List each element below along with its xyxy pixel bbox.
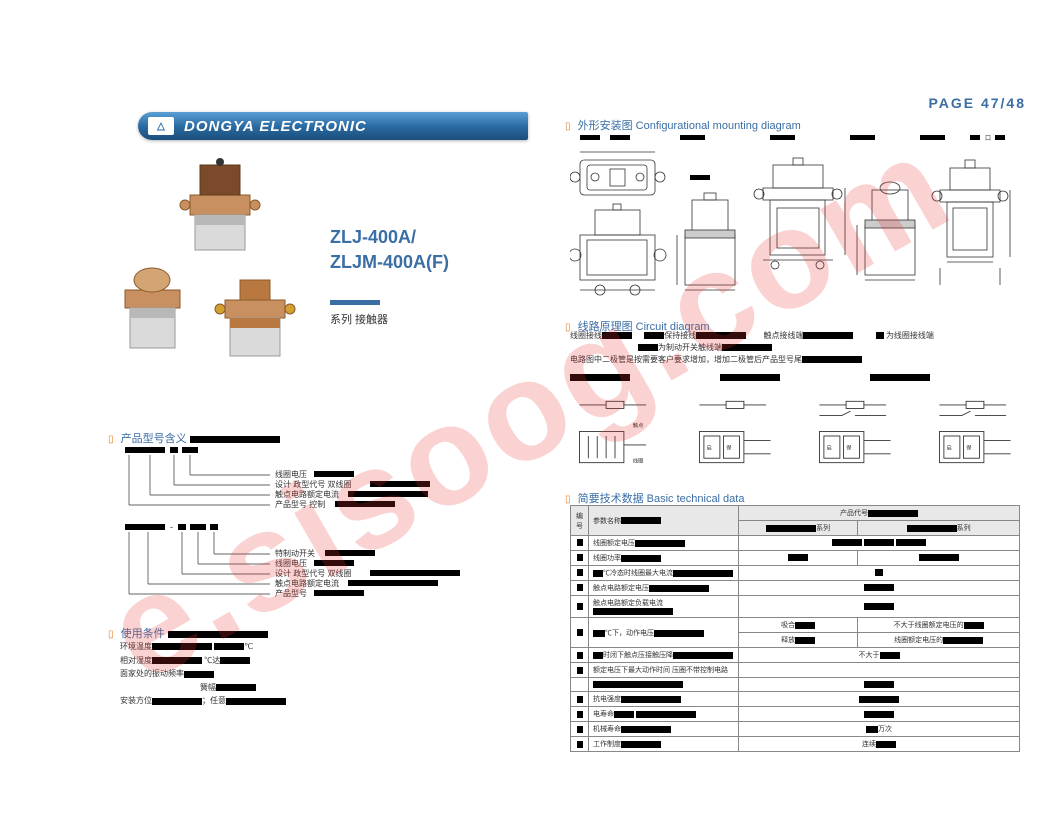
th-s2: 系列	[957, 525, 971, 532]
tr1: 线圈额定电压	[593, 540, 635, 547]
tr12b: 万次	[878, 726, 892, 733]
tr2: 线圈功率	[593, 555, 621, 562]
svg-text:启: 启	[707, 443, 712, 451]
model-line2: ZLJM-400A(F)	[330, 250, 449, 275]
svg-text:保: 保	[726, 443, 732, 451]
techdata-text: 简要技术数据 Basic technical data	[578, 493, 745, 505]
header-banner: △ DONGYA ELECTRONIC	[138, 112, 528, 140]
svg-text:保: 保	[966, 443, 972, 451]
company-logo: △	[148, 117, 174, 135]
svg-text:特制动开关: 特制动开关	[275, 548, 315, 558]
th-param: 参数名称	[593, 518, 621, 525]
th-model: 产品代号	[840, 510, 868, 517]
cn2: 保持接线	[664, 331, 696, 340]
tech-data-table: 编号 参数名称 产品代号 系列 系列 线圈额定电压 线圈功率 ℃冷态时线圈最大电…	[570, 505, 1020, 752]
tr6bv: 线圈额定电压的	[894, 637, 943, 644]
svg-text:保: 保	[846, 443, 852, 451]
company-name: DONGYA ELECTRONIC	[184, 118, 367, 135]
tr6a: 吸合	[781, 622, 795, 629]
usage-cond-text: 使用条件	[121, 628, 165, 640]
th-s1: 系列	[816, 525, 830, 532]
usage-r2: 相对湿度	[120, 656, 152, 665]
ml-a1: 线圈电压	[275, 469, 307, 479]
tr11: 电寿命	[593, 711, 614, 718]
tr6b: 释放	[781, 637, 795, 644]
svg-text:产品型号: 产品型号	[275, 588, 307, 598]
model-diagram-a: 线圈电压 设计 政型代号 双线圈 触点电路额定电流 产品型号 控制	[120, 445, 500, 515]
tr6: ℃下，动作电压	[605, 630, 654, 637]
model-meaning-text: 产品型号含义	[121, 433, 187, 445]
tr12: 机械寿命	[593, 726, 621, 733]
ml-a3: 触点电路额定电流	[275, 489, 339, 499]
page-number: PAGE 47/48	[928, 95, 1026, 111]
tr8: 额定电压下最大动作时间 压圈不带控制电路	[593, 667, 728, 674]
section-techdata: 简要技术数据 Basic technical data	[565, 490, 744, 506]
ml-a2: 设计 政型代号 双线圈	[275, 479, 351, 489]
cn1: 线圈接线	[570, 331, 602, 340]
svg-text:触点电路额定电流: 触点电路额定电流	[275, 578, 339, 588]
cn6: 电路图中二极管是按需要客户要求增加，增加二极管后产品型号尾	[570, 355, 802, 364]
cn3: 触点接线端	[763, 331, 803, 340]
section-model-meaning: 产品型号含义	[108, 430, 280, 446]
cn4: 为线圈接线端	[886, 331, 934, 340]
product-series-label: 系列 接触器	[330, 300, 388, 327]
tr4: 触点电路额定电压	[593, 585, 649, 592]
svg-text:线圈电压: 线圈电压	[275, 558, 307, 568]
tr7v: 不大于	[859, 652, 880, 659]
section-usage: 使用条件	[108, 625, 268, 641]
svg-text:设计 政型代号 双线圈: 设计 政型代号 双线圈	[275, 568, 351, 578]
svg-text:-: -	[170, 522, 173, 532]
usage-r1: 环境温度	[120, 642, 152, 651]
product-photo	[120, 155, 320, 375]
section-mounting: 外形安装图 Configurational mounting diagram	[565, 117, 801, 133]
svg-text:触点: 触点	[633, 421, 644, 429]
svg-text:启: 启	[947, 443, 952, 451]
svg-text:启: 启	[827, 443, 832, 451]
tr3: ℃冷态时线圈最大电流	[603, 570, 673, 577]
product-model: ZLJ-400A/ ZLJM-400A(F)	[330, 225, 449, 275]
svg-text:口: 口	[985, 135, 991, 142]
cn5: 为制动开关触线端	[658, 343, 722, 352]
usage-conditions-list: 环境温度 ℃ 相对湿度 ℃达 面家处的振动频率 簧幅 安装方位；任意	[120, 640, 286, 708]
svg-text:线圈: 线圈	[633, 457, 644, 465]
mounting-diagram-area: 口	[570, 135, 1020, 300]
ml-a4: 产品型号 控制	[275, 499, 325, 509]
circuit-schematics: 触点 线圈 启 保	[570, 396, 1020, 476]
tr7: 时闭下触点压接触压降	[603, 652, 673, 659]
tr13: 工作制度	[593, 741, 621, 748]
circuit-area: 线圈接线 保持接线 触点接线端 为线圈接线端 为制动开关触线端 电路图中二极管是…	[570, 330, 1020, 476]
tr5: 触点电路额定负载电流	[593, 600, 663, 607]
mounting-text: 外形安装图 Configurational mounting diagram	[578, 120, 801, 132]
usage-r5: 安装方位	[120, 696, 152, 705]
tr13b: 连续	[862, 741, 876, 748]
tr10: 抗电强度	[593, 696, 621, 703]
tr6av: 不大于线圈额定电压的	[894, 622, 964, 629]
model-diagram-b: - 特制动开关 线圈电压 设计 政型代号 双线圈 触点电路额定电流 产品型号	[120, 522, 500, 602]
model-line1: ZLJ-400A/	[330, 225, 449, 250]
usage-r3: 面家处的振动频率	[120, 669, 184, 678]
